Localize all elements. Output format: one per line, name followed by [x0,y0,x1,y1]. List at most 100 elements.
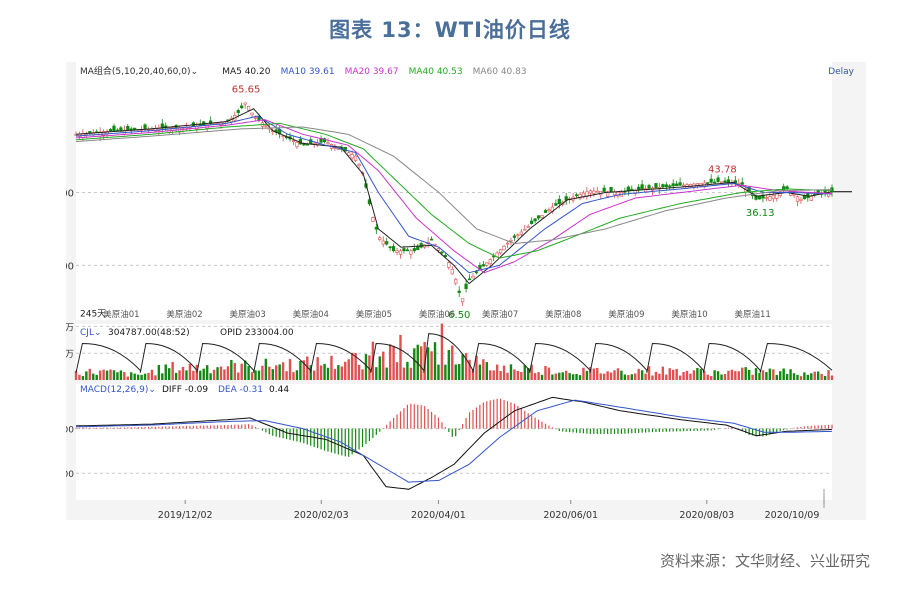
volume-bar [161,373,164,380]
candle-body [640,184,644,190]
contract-label: 美原油03 [229,309,265,320]
contract-label: 美原油01 [103,309,139,320]
wti-chart: 40.00 20.00 MA组合(5,10,20,40,60,0)⌄ MA5 40.2… [66,62,855,520]
price-ytick: 40.00 [66,189,74,200]
candle-body [481,264,485,267]
volume-bar [599,373,602,380]
volume-ytick: 110万 [66,350,74,360]
candle-body [588,190,592,194]
candle-body [388,246,392,249]
volume-bar [720,374,723,380]
candle-body [385,241,389,245]
ma60-label: MA60 40.83 [473,67,527,77]
volume-bar [330,355,333,380]
volume-bar [350,352,354,380]
volume-bar [675,368,678,380]
volume-bar [779,371,782,380]
volume-bar [661,366,665,380]
volume-bar [395,362,399,380]
volume-bar [737,371,740,380]
volume-bar [302,360,306,380]
volume-bar [226,366,230,380]
volume-bar [513,369,516,380]
candle-body [719,181,724,184]
volume-bar [544,365,547,380]
candle-body [709,178,713,183]
candle-body [160,123,164,129]
volume-bar [102,369,105,380]
volume-bar [233,363,236,380]
volume-bar [585,370,589,380]
volume-bar [654,371,658,380]
contract-label: 美原油08 [545,309,581,320]
candle-body [713,181,717,184]
candle-body [612,191,617,196]
volume-bar [451,345,454,380]
x-tick-label: 2019/12/02 [158,510,213,520]
contract-label: 美原油02 [166,309,202,320]
volume-bar [416,344,419,380]
candle-body [637,186,641,190]
ma40-label: MA40 40.53 [409,67,463,77]
volume-bar [668,368,671,380]
day-count-label: 245天 [80,309,106,319]
volume-bar [174,372,178,380]
volume-bar [640,370,644,380]
candle-body [467,278,472,281]
candle-body [402,248,406,252]
volume-bar [754,368,758,380]
volume-bar [734,371,737,380]
volume-bar [551,374,554,380]
volume-bar [143,373,147,380]
volume-bar [502,365,506,380]
candle-body [668,185,672,188]
candle-body [429,238,434,241]
volume-bar [164,364,167,380]
candle-body [126,126,130,131]
volume-bar [306,356,309,380]
candle-body [474,271,479,274]
high-annotation: 65.65 [232,84,261,95]
candle-body [595,190,599,193]
volume-bar [378,356,381,380]
volume-bar [537,372,540,380]
contract-label: 美原油11 [734,309,770,320]
volume-bar [295,370,299,380]
volume-bar [299,361,302,380]
price-ytick: 20.00 [66,261,74,272]
candle-body [519,231,523,235]
candle-body [240,105,244,109]
volume-bar [268,366,271,380]
volume-bar [554,373,558,380]
volume-bar [271,369,274,380]
candle-body [143,124,147,130]
volume-bar [147,372,150,380]
volume-bar [444,364,447,380]
volume-bar [409,367,413,380]
candle-body [536,215,541,219]
volume-bar [499,370,502,380]
contract-label: 美原油05 [356,309,392,320]
candle-body [799,198,803,201]
volume-bar [768,368,772,380]
volume-bar [192,370,195,380]
volume-bar [758,373,761,380]
candle-body [578,194,582,199]
candle-body [209,120,213,125]
candle-body [243,102,247,105]
volume-bar [495,364,499,380]
volume-bar [275,365,278,380]
volume-bar [547,367,551,380]
candle-body [295,142,299,147]
volume-bar [706,374,709,380]
volume-bar [685,370,689,380]
volume-bar [98,370,102,380]
volume-bar [772,369,775,380]
candle-body [540,215,544,218]
candle-body [119,127,123,131]
candle-body [447,262,451,268]
volume-bar [344,361,347,380]
candle-body [108,129,113,132]
ma20-label: MA20 39.67 [345,67,399,77]
volume-bar [744,367,747,380]
